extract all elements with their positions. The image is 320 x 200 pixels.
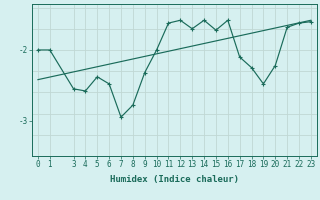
X-axis label: Humidex (Indice chaleur): Humidex (Indice chaleur) [110,175,239,184]
